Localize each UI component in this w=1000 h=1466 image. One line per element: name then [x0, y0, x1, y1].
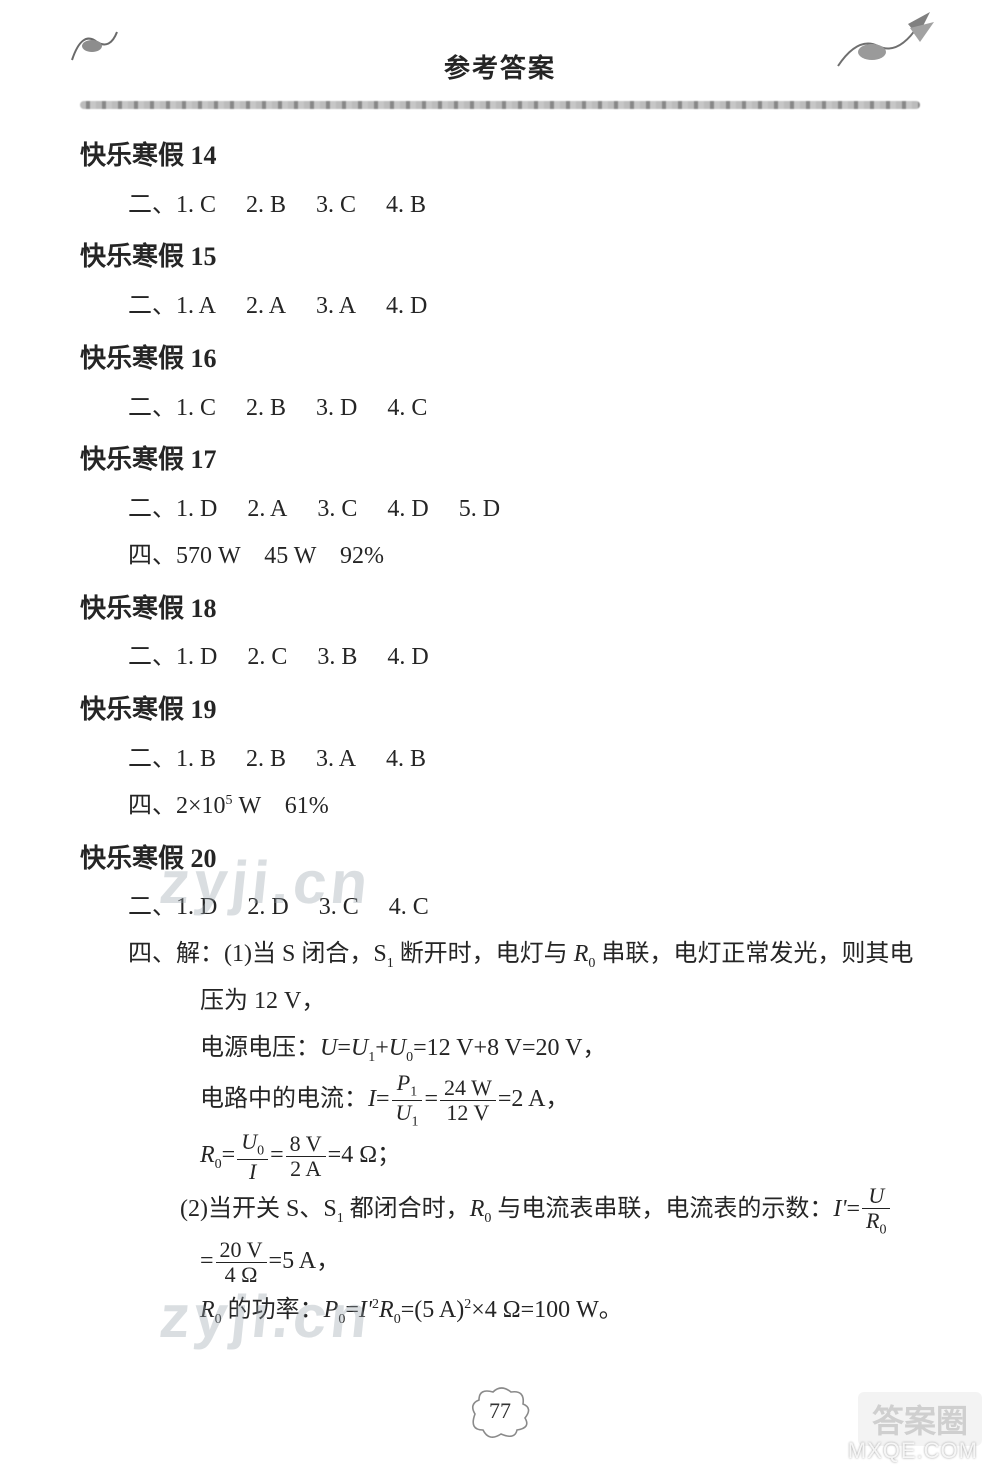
corner-url: MXQE.COM [848, 1438, 978, 1464]
answer-row: 四、2×105 W 61% [80, 783, 920, 830]
answer-item: 1. D [176, 884, 217, 931]
answer-item: 1. D [176, 634, 217, 681]
row-prefix: 二、 [128, 283, 176, 330]
answer-item: 1. D [176, 486, 217, 533]
header-divider [80, 101, 920, 109]
solution-continuation: R0=U0I=8 V2 A=4 Ω； [80, 1130, 920, 1184]
answer-item: 2. B [246, 182, 286, 229]
section-title: 快乐寒假 16 [80, 334, 920, 385]
answer-row: 二、1. D 2. D 3. C 4. C [80, 884, 920, 931]
page: 参考答案 快乐寒假 14二、1. C2. B3. C4. B快乐寒假 15二、1… [0, 0, 1000, 1466]
answer-row: 二、1. D 2. A 3. C 4. D 5. D [80, 486, 920, 533]
row-prefix: 二、 [128, 385, 176, 432]
section-title: 快乐寒假 17 [80, 435, 920, 486]
row-text: 电路中的电流：I=P1U1=24 W12 V=2 A， [200, 1086, 569, 1112]
section-title: 快乐寒假 18 [80, 584, 920, 635]
row-text: 电源电压：U=U1+U0=12 V+8 V=20 V， [200, 1035, 606, 1061]
answer-item: 3. C [316, 182, 356, 229]
row-text: R0 的功率：P0=I'2R0=(5 A)2×4 Ω=100 W。 [200, 1297, 623, 1323]
row-text: 2×105 W 61% [176, 793, 329, 819]
answer-item: 4. D [386, 283, 427, 330]
row-text: 570 W 45 W 92% [176, 543, 384, 569]
section-title: 快乐寒假 20 [80, 834, 920, 885]
answer-item: 1. C [176, 385, 216, 432]
answer-item: 3. A [316, 283, 356, 330]
answer-item: 4. D [387, 486, 428, 533]
section-title: 快乐寒假 15 [80, 232, 920, 283]
content-body: 快乐寒假 14二、1. C2. B3. C4. B快乐寒假 15二、1. A2.… [80, 131, 920, 1334]
answer-item: 1. C [176, 182, 216, 229]
answer-item: 1. A [176, 283, 216, 330]
answer-item: 4. B [386, 182, 426, 229]
solution-continuation: 电源电压：U=U1+U0=12 V+8 V=20 V， [80, 1025, 920, 1072]
section-title: 快乐寒假 19 [80, 685, 920, 736]
row-text: R0=U0I=8 V2 A=4 Ω； [200, 1142, 401, 1168]
row-text: 压为 12 V， [200, 988, 325, 1014]
section-title: 快乐寒假 14 [80, 131, 920, 182]
answer-row: 二、1. A 2. A 3. A 4. D [80, 283, 920, 330]
answer-item: 3. C [317, 486, 357, 533]
row-prefix: 四、 [128, 793, 176, 819]
row-text: =20 V4 Ω=5 A， [200, 1248, 340, 1274]
row-prefix: 二、 [128, 884, 176, 931]
row-prefix: 二、 [128, 486, 176, 533]
header-deco-right-icon [818, 6, 938, 76]
row-prefix: 四、 [128, 543, 176, 569]
answer-item: 2. B [246, 736, 286, 783]
page-number-badge: 77 [465, 1384, 535, 1440]
answer-item: 4. C [389, 884, 429, 931]
answer-item: 1. B [176, 736, 216, 783]
row-text: (1)当 S 闭合，S1 断开时，电灯与 R0 串联，电灯正常发光，则其电 [224, 941, 913, 967]
answer-row: 二、1. C 2. B 3. C 4. B [80, 182, 920, 229]
answer-item: 4. D [387, 634, 428, 681]
answer-item: 2. D [247, 884, 288, 931]
row-prefix: 二、 [128, 634, 176, 681]
answer-item: 2. A [246, 283, 286, 330]
row-prefix: 二、 [128, 736, 176, 783]
answer-item: 2. A [247, 486, 287, 533]
solution-line: (2)当开关 S、S1 都闭合时，R0 与电流表串联，电流表的示数：I'=UR0 [80, 1184, 920, 1238]
answer-row: 二、1. B 2. B 3. A 4. B [80, 736, 920, 783]
answer-item: 3. D [316, 385, 357, 432]
answer-item: 2. B [246, 385, 286, 432]
answer-item: 4. C [387, 385, 427, 432]
answer-item: 5. D [459, 486, 500, 533]
answer-row: 二、1. D 2. C 3. B 4. D [80, 634, 920, 681]
page-title: 参考答案 [80, 48, 920, 85]
answer-item: 3. C [319, 884, 359, 931]
answer-item: 3. A [316, 736, 356, 783]
solution-continuation: =20 V4 Ω=5 A， [80, 1238, 920, 1287]
solution-continuation: 压为 12 V， [80, 978, 920, 1025]
page-number: 77 [465, 1398, 535, 1424]
solution-line: 四、解：(1)当 S 闭合，S1 断开时，电灯与 R0 串联，电灯正常发光，则其… [80, 931, 920, 978]
answer-row: 二、1. C 2. B 3. D 4. C [80, 385, 920, 432]
solution-continuation: R0 的功率：P0=I'2R0=(5 A)2×4 Ω=100 W。 [80, 1287, 920, 1334]
answer-item: 4. B [386, 736, 426, 783]
row-prefix: 二、 [128, 182, 176, 229]
row-text: (2)当开关 S、S1 都闭合时，R0 与电流表串联，电流表的示数：I'=UR0 [180, 1196, 892, 1222]
row-prefix: 四、解： [128, 941, 224, 967]
answer-item: 3. B [317, 634, 357, 681]
solution-continuation: 电路中的电流：I=P1U1=24 W12 V=2 A， [80, 1071, 920, 1130]
answer-item: 2. C [247, 634, 287, 681]
answer-row: 四、570 W 45 W 92% [80, 533, 920, 580]
header-deco-left-icon [62, 20, 132, 70]
